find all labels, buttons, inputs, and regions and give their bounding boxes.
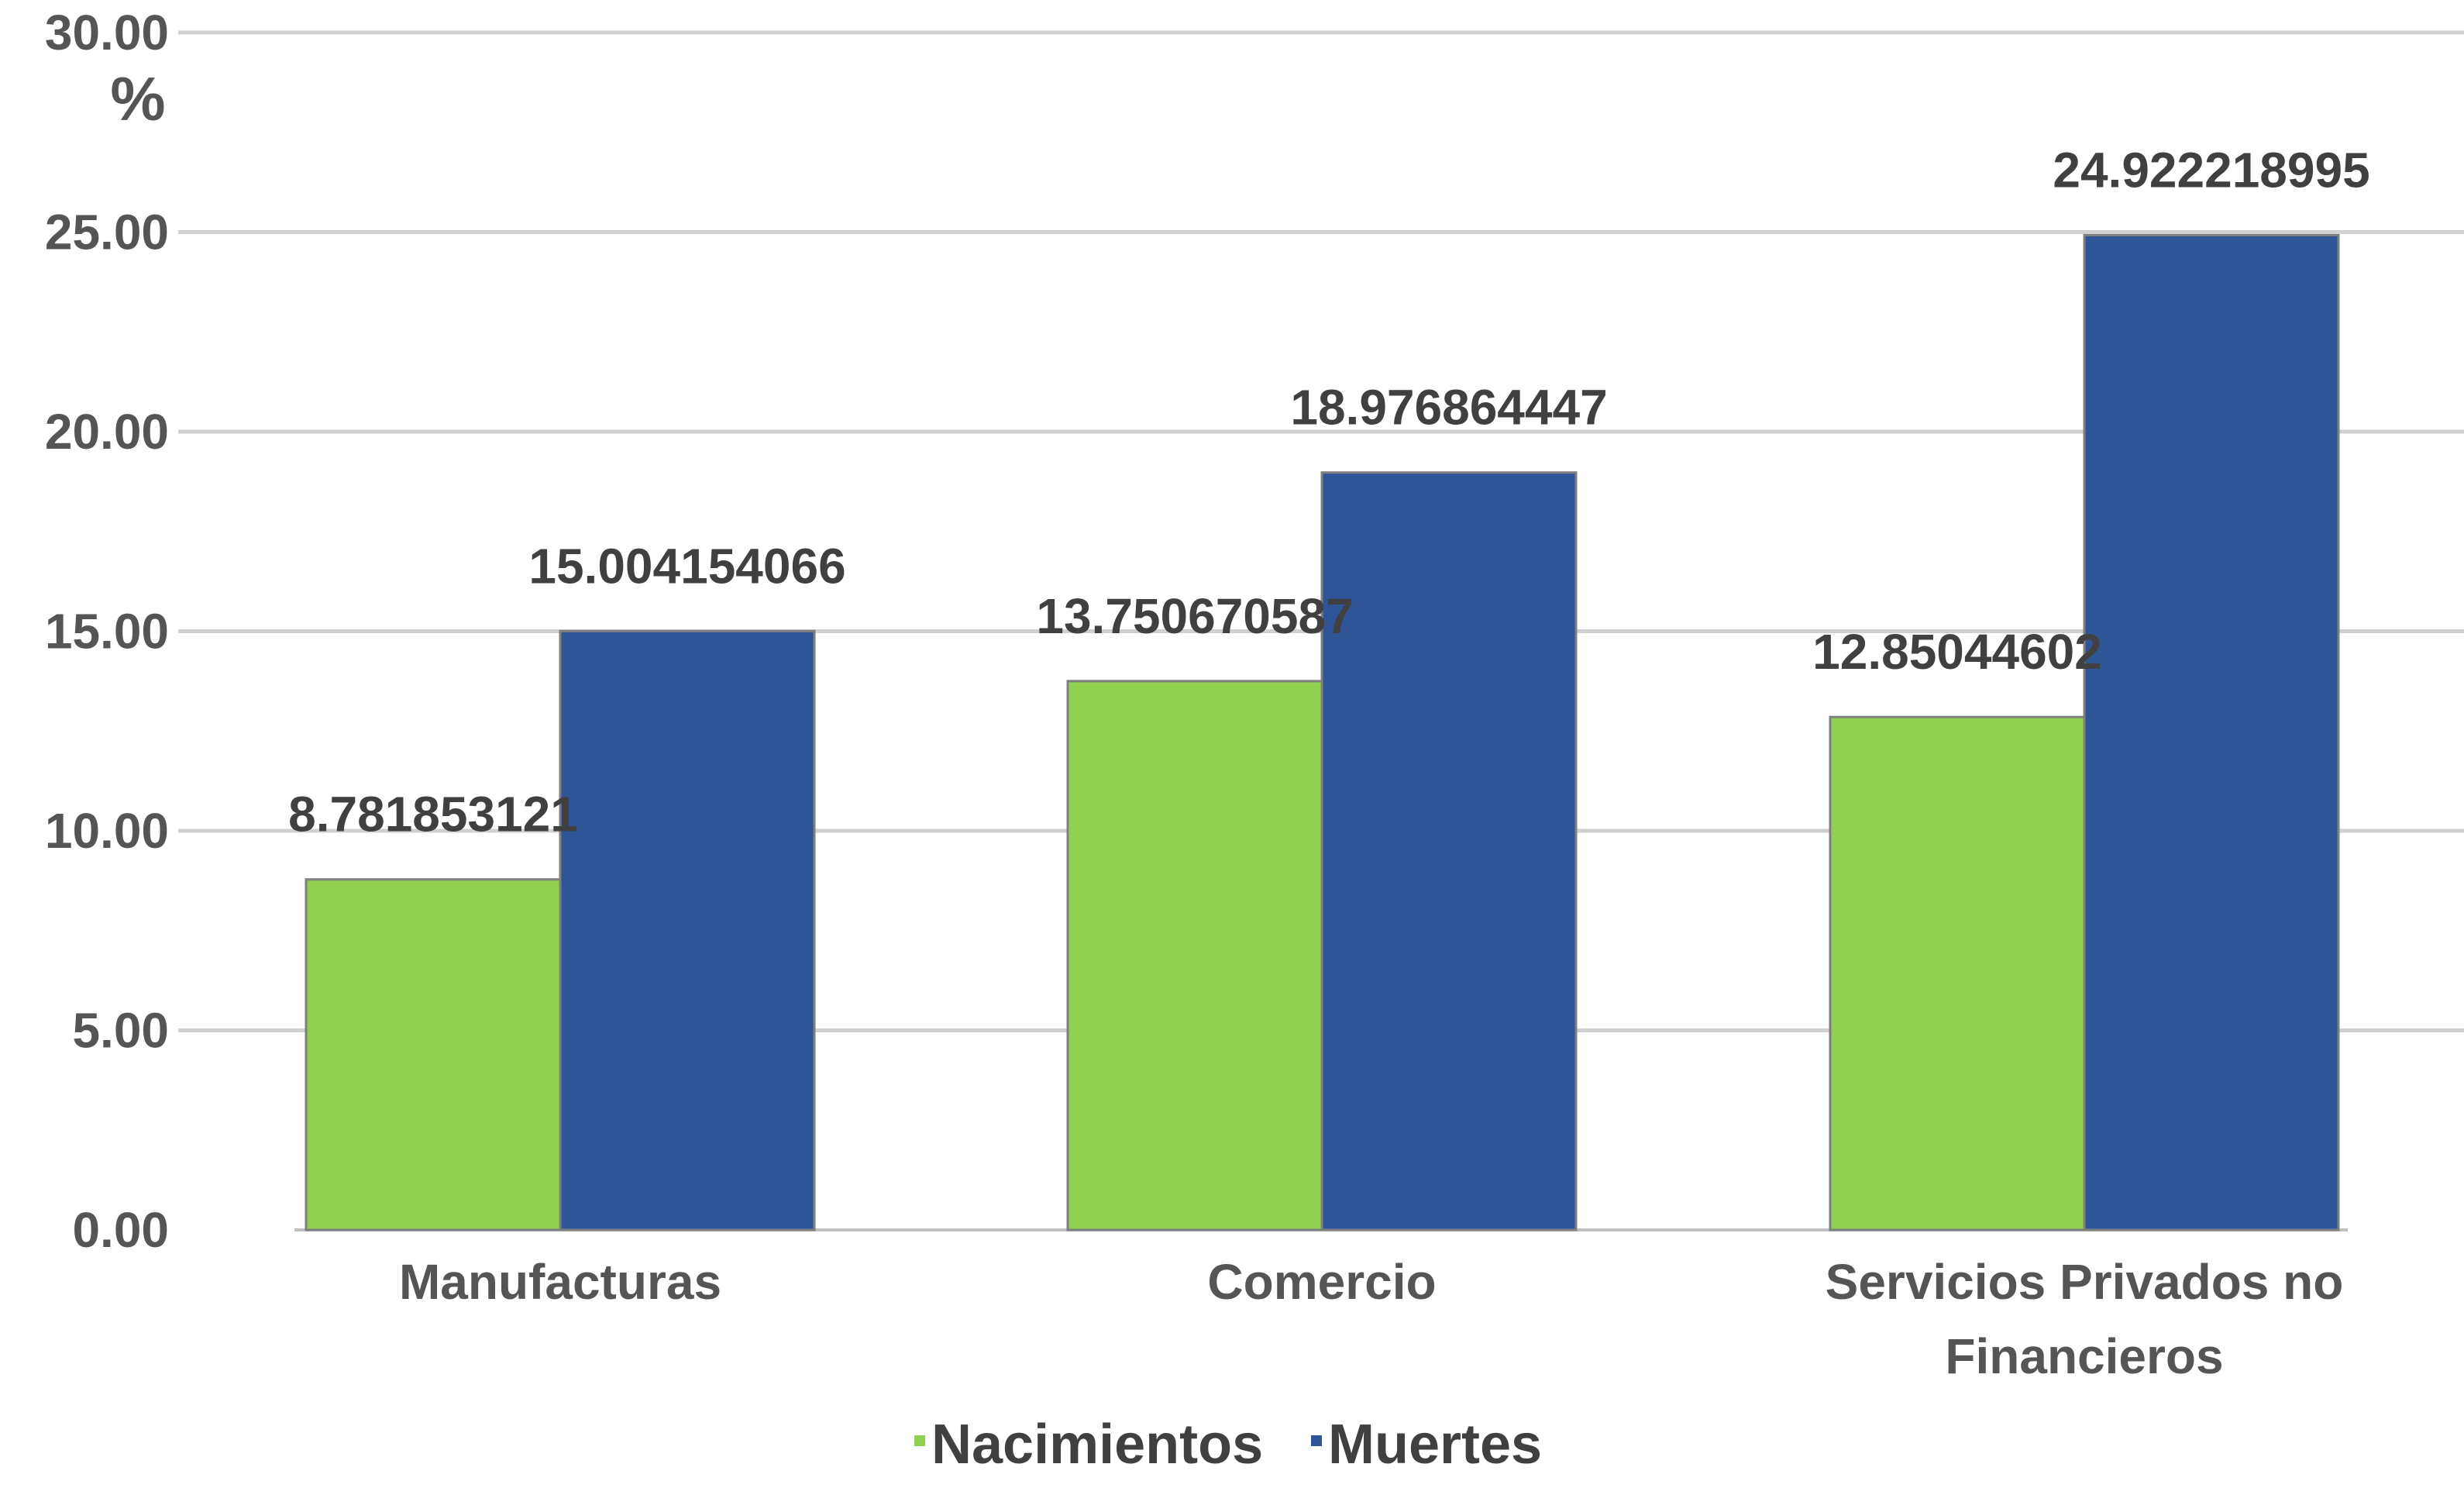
x-tick-label: Comercio (1207, 1254, 1436, 1310)
y-axis-label: % (110, 64, 165, 133)
data-label: 15.004154066 (528, 538, 845, 594)
x-axis-ticks: Manufacturas Comercio Servicios Privados n… (399, 1254, 2343, 1384)
legend-swatch-nacimientos (914, 1435, 925, 1446)
y-tick-label: 20.00 (45, 404, 169, 460)
y-tick-label: 15.00 (45, 604, 169, 660)
x-tick-label: Financieros (1945, 1328, 2223, 1384)
data-label: 8.781853121 (288, 787, 578, 842)
data-labels: 8.781853121 13.750670587 12.85044602 15.004… (288, 143, 2370, 842)
data-label: 12.85044602 (1812, 624, 2102, 680)
y-tick-label: 10.00 (45, 803, 169, 859)
bar-muertes (559, 629, 816, 1231)
x-tick-label: Servicios Privados no (1826, 1254, 2344, 1310)
data-label: 24.922218995 (2053, 143, 2369, 198)
bar-nacimientos (1066, 680, 1323, 1231)
y-tick-label: 30.00 (45, 5, 169, 60)
bar-nacimientos (1829, 715, 2086, 1231)
bar-nacimientos (305, 878, 562, 1231)
legend: Nacimientos Muertes (914, 1414, 1542, 1476)
bar-muertes (2083, 234, 2340, 1231)
bar-muertes (1320, 471, 1578, 1231)
y-tick-label: 0.00 (72, 1202, 169, 1258)
legend-swatch-muertes (1311, 1435, 1322, 1446)
y-tick-label: 5.00 (72, 1003, 169, 1059)
data-label: 13.750670587 (1036, 588, 1353, 644)
y-axis-ticks: 0.00 5.00 10.00 15.00 20.00 25.00 30.00 (45, 5, 169, 1258)
x-tick-label: Manufacturas (399, 1254, 721, 1310)
y-tick-label: 25.00 (45, 205, 169, 260)
bars (305, 234, 2340, 1231)
legend-label-nacimientos: Nacimientos (931, 1414, 1263, 1476)
legend-label-muertes: Muertes (1328, 1414, 1542, 1476)
data-label: 18.976864447 (1290, 380, 1607, 436)
